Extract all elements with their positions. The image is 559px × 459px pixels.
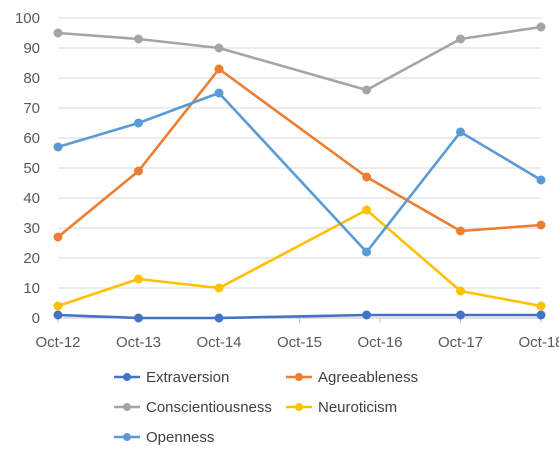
- legend-swatch-marker: [123, 373, 131, 381]
- data-point-conscientiousness: [53, 28, 63, 38]
- data-point-extraversion: [214, 313, 224, 323]
- y-tick-label: 50: [23, 160, 40, 177]
- series-line-openness: [56, 91, 543, 254]
- legend-swatch-marker: [123, 403, 131, 411]
- y-tick-label: 40: [23, 190, 40, 207]
- data-point-neuroticism: [53, 301, 63, 311]
- y-tick-label: 70: [23, 100, 40, 117]
- data-point-neuroticism: [134, 274, 143, 284]
- data-point-neuroticism: [214, 283, 224, 293]
- series-line-neuroticism: [56, 208, 543, 308]
- x-tick-label: Oct-12: [35, 334, 80, 351]
- axes: 0 10 20 30 40 50 60 70 80 90 100 Oct-12 Oct-13 Oct-14…: [15, 10, 559, 351]
- data-point-agreeableness: [134, 166, 143, 176]
- y-tick-label: 30: [23, 220, 40, 237]
- series-line-conscientiousness: [56, 25, 543, 92]
- data-point-agreeableness: [362, 172, 372, 182]
- x-tick-label: Oct-17: [438, 334, 483, 351]
- legend-item-neuroticism: Neuroticism: [286, 399, 397, 416]
- data-point-extraversion: [53, 310, 63, 320]
- x-tick-label: Oct-14: [196, 334, 241, 351]
- legend-item-agreeableness: Agreeableness: [286, 369, 418, 386]
- y-tick-label: 20: [23, 250, 40, 267]
- legend-swatch-marker: [123, 433, 131, 441]
- y-tick-label: 80: [23, 70, 40, 87]
- data-point-extraversion: [134, 313, 143, 323]
- data-point-conscientiousness: [456, 34, 465, 44]
- series-lines: [53, 22, 546, 323]
- x-tick-label: Oct-15: [277, 334, 322, 351]
- y-tick-label: 10: [23, 280, 40, 297]
- data-point-extraversion: [456, 310, 465, 320]
- series-line-agreeableness: [56, 67, 543, 239]
- legend-label: Agreeableness: [318, 369, 418, 386]
- data-point-openness: [536, 175, 546, 185]
- x-tick-label: Oct-13: [116, 334, 161, 351]
- data-point-agreeableness: [214, 64, 224, 74]
- series-line-extraversion: [56, 313, 543, 320]
- legend: Extraversion Agreeableness Conscientiousne…: [114, 369, 418, 446]
- data-point-conscientiousness: [214, 43, 224, 53]
- data-point-extraversion: [536, 310, 546, 320]
- data-point-agreeableness: [456, 226, 465, 236]
- y-tick-label: 100: [15, 10, 40, 27]
- data-point-neuroticism: [362, 205, 372, 215]
- data-point-openness: [456, 127, 465, 137]
- x-tick-label: Oct-16: [357, 334, 402, 351]
- y-tick-label: 90: [23, 40, 40, 57]
- x-tick-label: Oct-18: [518, 334, 559, 351]
- data-point-extraversion: [362, 310, 372, 320]
- y-tick-label: 60: [23, 130, 40, 147]
- data-point-conscientiousness: [536, 22, 546, 32]
- data-point-neuroticism: [536, 301, 546, 311]
- legend-item-extraversion: Extraversion: [114, 369, 229, 386]
- data-point-neuroticism: [456, 286, 465, 296]
- data-point-conscientiousness: [362, 85, 372, 95]
- legend-label: Extraversion: [146, 369, 229, 386]
- data-point-openness: [362, 247, 372, 257]
- data-point-agreeableness: [53, 232, 63, 242]
- gridlines: [58, 17, 541, 289]
- legend-item-openness: Openness: [114, 429, 214, 446]
- data-point-openness: [214, 88, 224, 98]
- data-point-agreeableness: [536, 220, 546, 230]
- data-point-openness: [134, 118, 143, 128]
- legend-label: Openness: [146, 429, 214, 446]
- legend-label: Conscientiousness: [146, 399, 272, 416]
- legend-swatch-marker: [295, 373, 303, 381]
- legend-swatch-marker: [295, 403, 303, 411]
- legend-item-conscientiousness: Conscientiousness: [114, 399, 272, 416]
- y-tick-label: 0: [32, 310, 40, 327]
- data-point-openness: [53, 142, 63, 152]
- data-point-conscientiousness: [134, 34, 143, 44]
- legend-label: Neuroticism: [318, 399, 397, 416]
